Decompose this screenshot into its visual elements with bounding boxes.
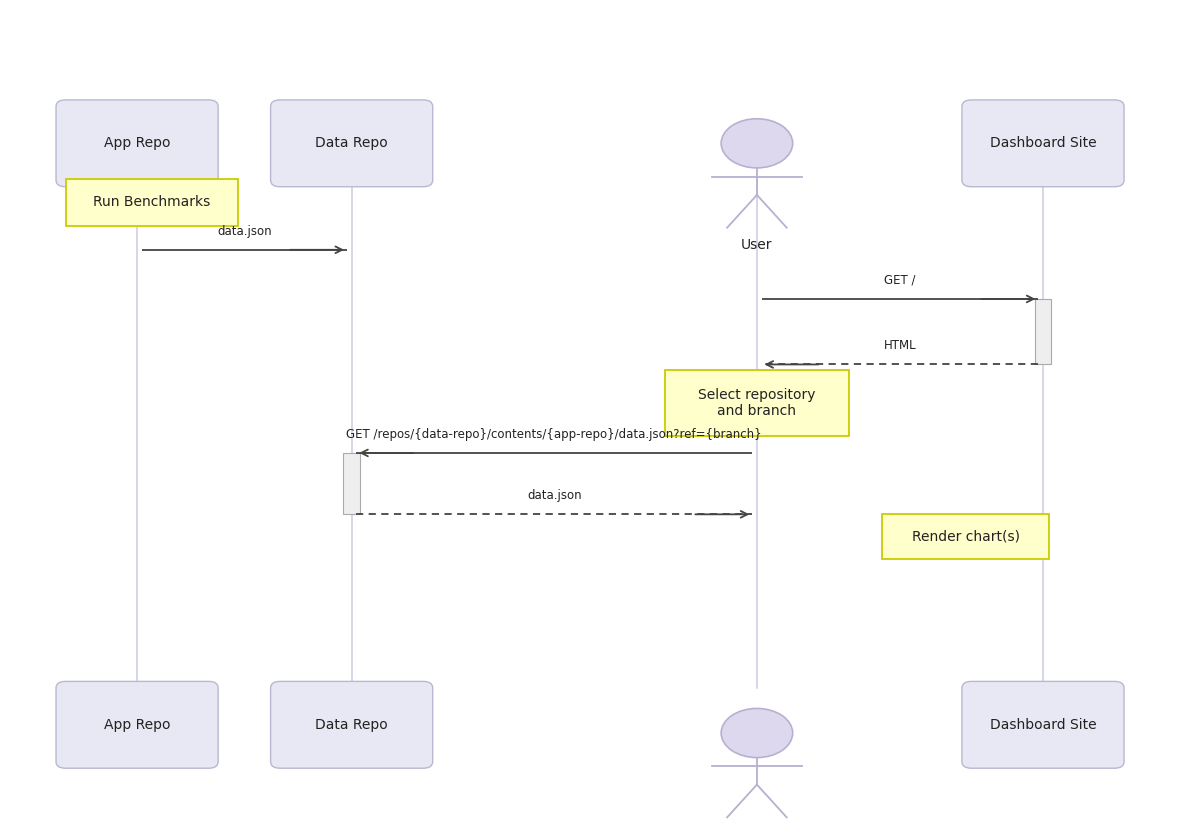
- Text: User: User: [741, 238, 772, 252]
- Text: data.json: data.json: [217, 224, 272, 238]
- FancyBboxPatch shape: [882, 514, 1049, 559]
- Text: Data Repo: Data Repo: [315, 136, 389, 151]
- Text: Select repository
and branch: Select repository and branch: [699, 388, 815, 418]
- FancyBboxPatch shape: [271, 681, 433, 768]
- Text: Dashboard Site: Dashboard Site: [989, 136, 1097, 151]
- Text: Render chart(s): Render chart(s): [912, 530, 1019, 544]
- FancyBboxPatch shape: [962, 681, 1124, 768]
- Circle shape: [721, 119, 793, 168]
- Bar: [343, 453, 360, 514]
- FancyBboxPatch shape: [56, 681, 218, 768]
- FancyBboxPatch shape: [66, 179, 238, 226]
- Text: Dashboard Site: Dashboard Site: [989, 717, 1097, 732]
- Bar: [1035, 299, 1051, 364]
- Text: Data Repo: Data Repo: [315, 717, 389, 732]
- Text: HTML: HTML: [883, 339, 917, 352]
- Text: App Repo: App Repo: [104, 136, 170, 151]
- Text: GET /: GET /: [884, 274, 915, 287]
- Text: App Repo: App Repo: [104, 717, 170, 732]
- Text: GET /repos/{data-repo}/contents/{app-repo}/data.json?ref={branch}: GET /repos/{data-repo}/contents/{app-rep…: [347, 428, 762, 441]
- FancyBboxPatch shape: [271, 100, 433, 187]
- Circle shape: [721, 708, 793, 758]
- FancyBboxPatch shape: [56, 100, 218, 187]
- FancyBboxPatch shape: [665, 370, 849, 436]
- Text: Run Benchmarks: Run Benchmarks: [93, 195, 211, 210]
- FancyBboxPatch shape: [962, 100, 1124, 187]
- Text: data.json: data.json: [527, 489, 582, 502]
